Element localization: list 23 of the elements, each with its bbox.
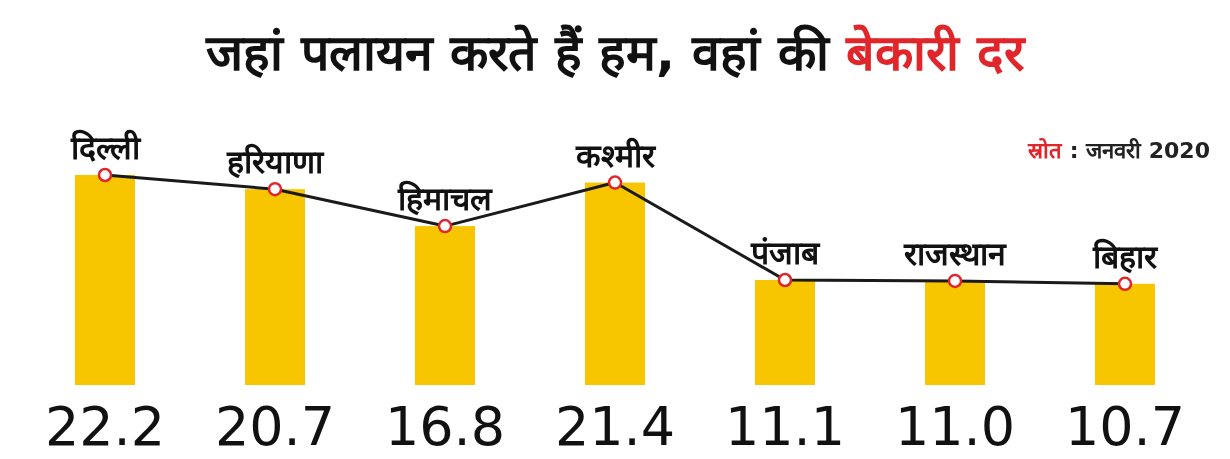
x-tick-label: हरियाणा [226,143,325,182]
bar [755,280,815,385]
x-tick-label: हिमाचल [397,180,493,219]
data-label: 22.2 [44,395,166,458]
chart-title: जहां पलायन करते हैं हम, वहां की बेकारी दर [205,24,1026,82]
data-label: 21.4 [554,395,676,458]
data-label: 11.0 [894,395,1016,458]
bar [415,226,475,385]
data-label: 20.7 [214,395,336,458]
bar [245,189,305,385]
x-tick-label: बिहार [1092,237,1159,276]
bar [585,182,645,385]
data-label: 11.1 [724,395,846,458]
x-tick-label: राजस्थान [903,234,1007,273]
x-tick-label: कश्मीर [574,136,657,175]
data-label: 16.8 [384,395,506,458]
text: स्रोत : जनवरी 2020 [1026,137,1210,163]
bar [1095,283,1155,385]
x-tick-label: दिल्ली [69,129,142,167]
bar [75,175,135,385]
x-tick-label: पंजाब [750,234,821,272]
bar [925,280,985,385]
data-label: 10.7 [1064,395,1186,458]
